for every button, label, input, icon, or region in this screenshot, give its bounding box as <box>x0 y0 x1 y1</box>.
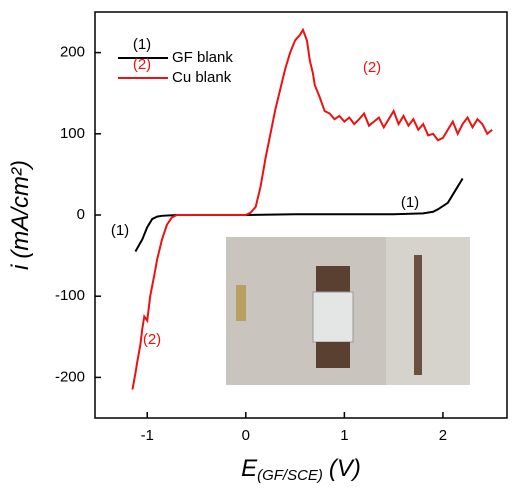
photo-inset <box>226 237 470 385</box>
series-line <box>134 177 464 253</box>
y-tick-label: 200 <box>60 44 85 61</box>
x-tick-label: -1 <box>141 427 154 444</box>
x-label-unit: (V) <box>329 455 361 482</box>
annotation: (2) <box>363 59 381 76</box>
y-axis-label: i (mA/cm²) <box>7 160 34 270</box>
legend-marker: (2) <box>133 56 151 73</box>
y-tick-label: 0 <box>77 206 85 223</box>
annotation: (1) <box>401 194 419 211</box>
x-axis-label: E(GF/SCE) (V) <box>241 455 361 484</box>
x-label-symbol: E <box>241 455 258 482</box>
y-label-symbol: i <box>7 264 34 270</box>
x-label-subscript: (GF/SCE) <box>257 467 323 484</box>
y-tick-label: -200 <box>55 368 85 385</box>
x-tick-label: 0 <box>242 427 250 444</box>
legend-label: Cu blank <box>172 69 232 86</box>
legend-label: GF blank <box>172 49 233 66</box>
y-label-unit: (mA/cm²) <box>7 160 34 259</box>
x-tick-label: 2 <box>439 427 447 444</box>
annotation: (2) <box>143 331 161 348</box>
y-tick-label: 100 <box>60 125 85 142</box>
y-tick-label: -100 <box>55 287 85 304</box>
legend-marker: (1) <box>133 36 151 53</box>
x-tick-label: 1 <box>340 427 348 444</box>
series-line <box>131 27 493 390</box>
annotation: (1) <box>111 222 129 239</box>
